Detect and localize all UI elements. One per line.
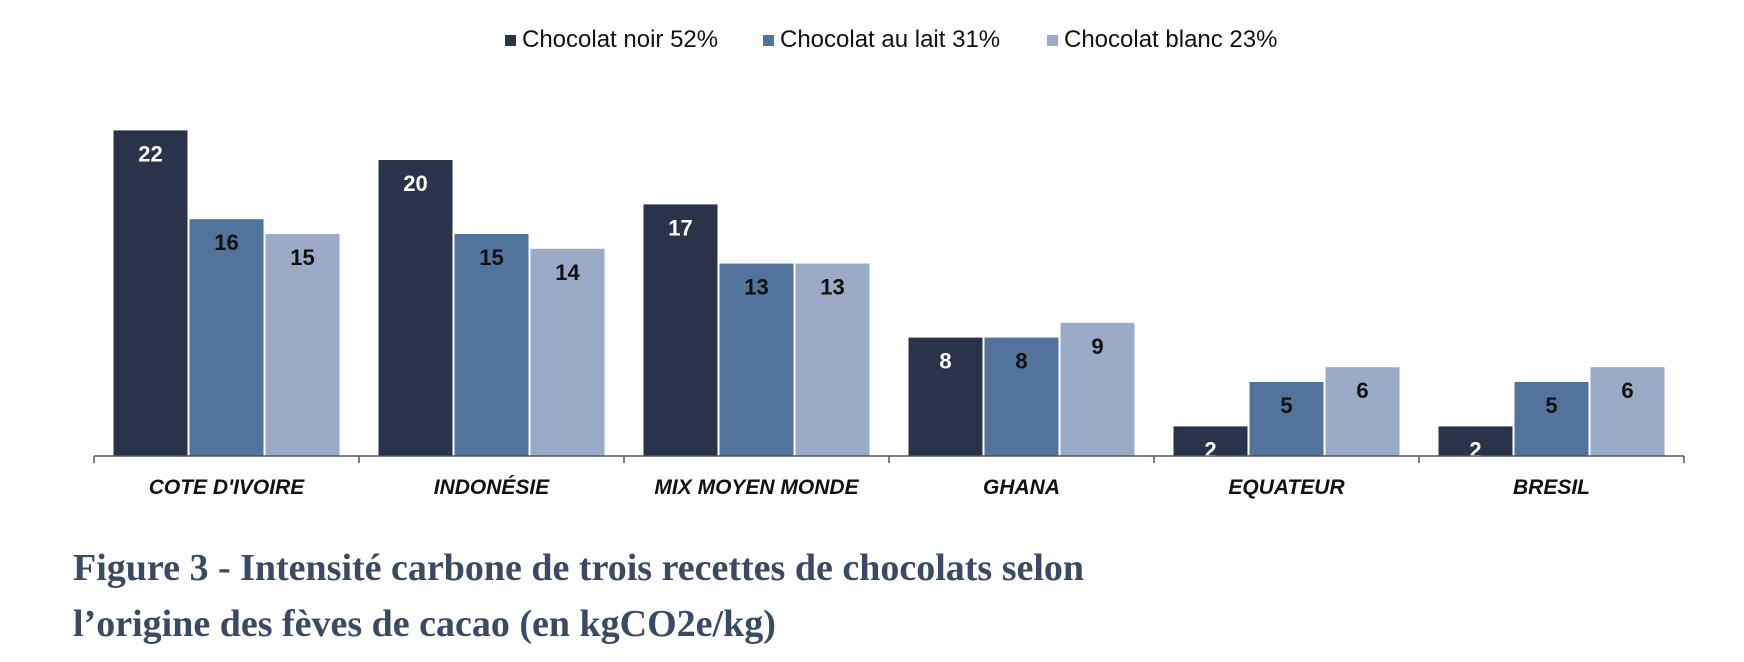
x-tick-label-1: COTE D'IVOIRE: [149, 476, 306, 499]
bar-2-5: [1249, 382, 1324, 456]
data-label-2-1: 16: [214, 230, 238, 255]
data-label-3-6: 6: [1621, 378, 1633, 403]
data-label-2-5: 5: [1280, 393, 1292, 418]
data-label-2-4: 8: [1015, 349, 1027, 374]
data-label-1-6: 2: [1469, 437, 1481, 462]
bar-2-3: [719, 263, 794, 456]
legend-label-2: Chocolat au lait 31%: [780, 26, 1000, 53]
caption-line-2: l’origine des fèves de cacao (en kgCO2e/…: [73, 603, 776, 645]
data-label-1-3: 17: [668, 215, 692, 240]
caption-line-1: Figure 3 - Intensité carbone de trois re…: [73, 547, 1085, 589]
data-label-3-4: 9: [1091, 334, 1103, 359]
x-tick-label-2: INDONÉSIE: [434, 476, 551, 499]
data-label-1-1: 22: [138, 141, 162, 166]
data-label-3-1: 15: [290, 245, 314, 270]
legend-swatch-3: [1047, 35, 1058, 46]
bar-1-3: [643, 204, 718, 456]
bar-2-1: [189, 219, 264, 456]
bar-1-6: [1438, 426, 1513, 456]
chart-svg: Chocolat noir 52% Chocolat au lait 31% Cho…: [93, 26, 1685, 499]
bar-3-6: [1590, 367, 1665, 456]
legend-swatch-2: [763, 35, 774, 46]
data-label-2-6: 5: [1545, 393, 1557, 418]
bar-3-3: [795, 263, 870, 456]
x-tick-label-4: GHANA: [983, 476, 1060, 499]
data-label-1-4: 8: [939, 349, 951, 374]
bar-3-4: [1060, 322, 1135, 456]
legend-label-3: Chocolat blanc 23%: [1064, 26, 1277, 53]
data-label-1-5: 2: [1204, 437, 1216, 462]
chart: Chocolat noir 52% Chocolat au lait 31% Cho…: [93, 26, 1685, 499]
data-label-1-2: 20: [403, 171, 427, 196]
legend-label-1: Chocolat noir 52%: [522, 26, 718, 53]
x-tick-label-5: EQUATEUR: [1228, 476, 1345, 499]
figure-caption: Figure 3 - Intensité carbone de trois re…: [73, 540, 1273, 652]
bar-2-6: [1514, 382, 1589, 456]
legend-swatch-1: [505, 35, 516, 46]
data-label-3-2: 14: [555, 260, 580, 285]
x-tick-label-3: MIX MOYEN MONDE: [654, 476, 859, 499]
data-label-2-2: 15: [479, 245, 503, 270]
bar-1-1: [113, 130, 188, 456]
bar-3-1: [265, 234, 340, 456]
data-label-3-5: 6: [1356, 378, 1368, 403]
x-tick-label-6: BRESIL: [1513, 476, 1590, 499]
bar-2-2: [454, 234, 529, 456]
bar-1-4: [908, 337, 983, 456]
bar-3-5: [1325, 367, 1400, 456]
bar-1-2: [378, 160, 453, 456]
data-label-2-3: 13: [744, 275, 768, 300]
bar-1-5: [1173, 426, 1248, 456]
bar-3-2: [530, 248, 605, 456]
bar-2-4: [984, 337, 1059, 456]
data-label-3-3: 13: [820, 275, 844, 300]
